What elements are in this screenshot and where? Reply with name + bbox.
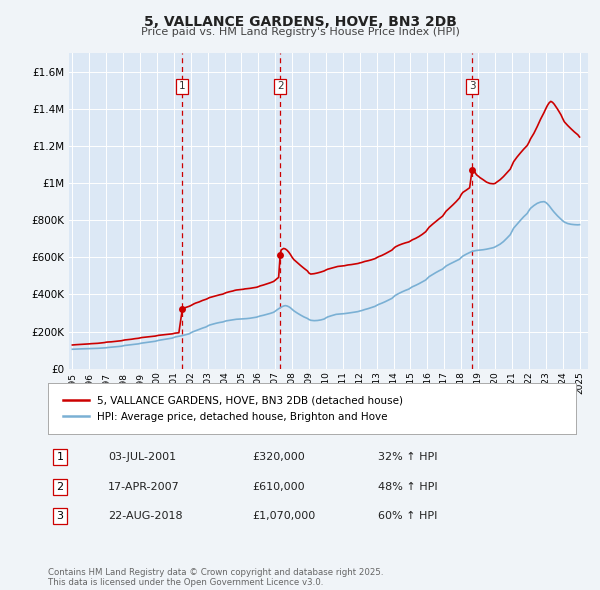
Text: Price paid vs. HM Land Registry's House Price Index (HPI): Price paid vs. HM Land Registry's House … [140,27,460,37]
Text: 17-APR-2007: 17-APR-2007 [108,482,180,491]
Text: £1,070,000: £1,070,000 [252,512,315,521]
Text: 22-AUG-2018: 22-AUG-2018 [108,512,182,521]
Text: 1: 1 [56,453,64,462]
Text: 2: 2 [56,482,64,491]
Text: 48% ↑ HPI: 48% ↑ HPI [378,482,437,491]
Text: £320,000: £320,000 [252,453,305,462]
Text: Contains HM Land Registry data © Crown copyright and database right 2025.
This d: Contains HM Land Registry data © Crown c… [48,568,383,587]
Text: 1: 1 [179,81,185,91]
Text: 03-JUL-2001: 03-JUL-2001 [108,453,176,462]
Text: 5, VALLANCE GARDENS, HOVE, BN3 2DB: 5, VALLANCE GARDENS, HOVE, BN3 2DB [143,15,457,29]
Text: 3: 3 [469,81,475,91]
Legend: 5, VALLANCE GARDENS, HOVE, BN3 2DB (detached house), HPI: Average price, detache: 5, VALLANCE GARDENS, HOVE, BN3 2DB (deta… [58,391,407,426]
Text: 2: 2 [277,81,283,91]
Text: £610,000: £610,000 [252,482,305,491]
Text: 60% ↑ HPI: 60% ↑ HPI [378,512,437,521]
Text: 3: 3 [56,512,64,521]
Text: 32% ↑ HPI: 32% ↑ HPI [378,453,437,462]
